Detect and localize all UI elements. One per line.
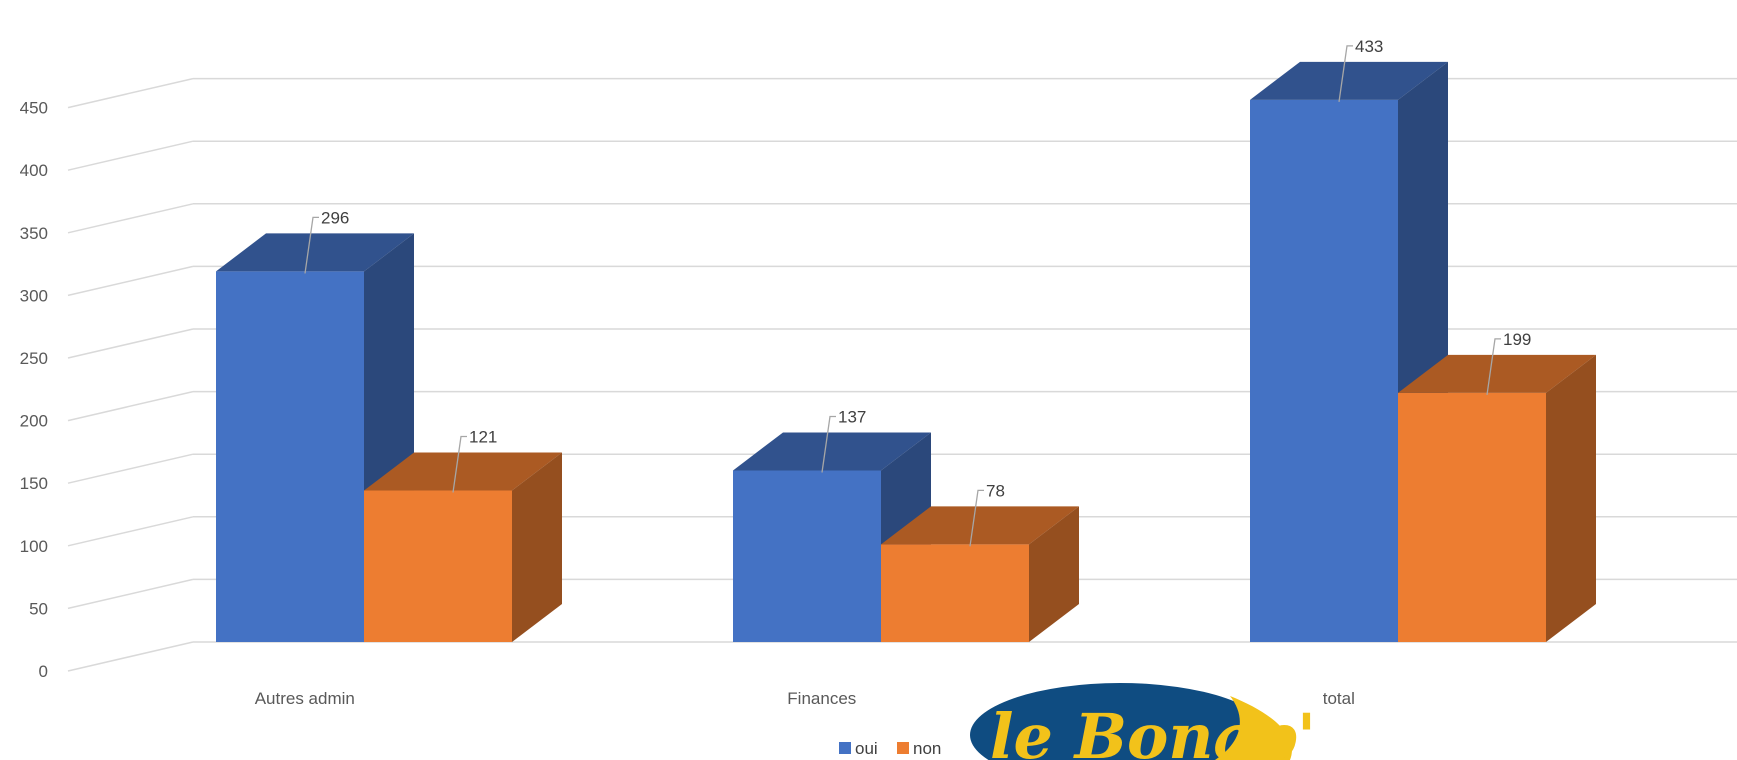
logo-swoosh <box>1215 696 1292 760</box>
bar-side <box>1029 506 1079 642</box>
bar-top <box>881 506 1079 545</box>
data-label-leader <box>821 415 836 473</box>
y-tick-label: 200 <box>20 412 48 431</box>
data-label-leader <box>1338 45 1353 102</box>
legend-label-oui: oui <box>855 739 878 758</box>
y-tick-label: 100 <box>20 537 48 556</box>
y-tick-label: 250 <box>20 349 48 368</box>
gridline-side <box>67 516 194 547</box>
data-label-leader <box>1486 338 1501 395</box>
bar-front <box>364 490 512 642</box>
gridline-side <box>67 578 194 610</box>
data-label-oui-2: 433 <box>1355 37 1383 56</box>
y-tick-label: 300 <box>20 286 48 305</box>
data-label-oui-1: 137 <box>838 407 866 426</box>
le-bonap-logo: le Bonap' <box>970 683 1316 760</box>
bar-top <box>1398 354 1596 393</box>
gridline-side <box>67 203 194 234</box>
bar-front <box>216 271 364 642</box>
data-label-oui-0: 296 <box>321 208 349 227</box>
y-axis-ticks: 0 50 100 150 200 250 300 350 400 450 <box>20 99 48 681</box>
category-label: total <box>1323 689 1355 708</box>
bar-front <box>733 470 881 642</box>
gridline-side <box>67 641 194 672</box>
data-label-non-2: 199 <box>1503 330 1531 349</box>
legend-label-non: non <box>913 739 941 758</box>
logo-text: le Bonap' <box>990 700 1316 760</box>
bars <box>216 61 1596 643</box>
bar-oui-1 <box>733 432 931 642</box>
data-label-non-1: 78 <box>986 481 1005 500</box>
category-label: Autres admin <box>255 689 355 708</box>
logo-oval <box>970 683 1270 760</box>
bar-non-1 <box>881 506 1079 642</box>
category-labels: Autres admin Finances total <box>255 689 1355 708</box>
gridline-side <box>67 328 194 359</box>
bar-top <box>733 432 931 471</box>
bar-front <box>1250 99 1398 642</box>
y-tick-label: 0 <box>39 662 48 681</box>
category-label: Finances <box>787 689 856 708</box>
bar-non-2 <box>1398 354 1596 642</box>
gridline-side <box>67 265 194 297</box>
gridline-side <box>67 390 194 422</box>
gridline-side <box>67 77 194 109</box>
bar-top <box>364 452 562 491</box>
y-tick-label: 450 <box>20 99 48 118</box>
y-tick-label: 150 <box>20 474 48 493</box>
data-label-leader <box>452 435 467 493</box>
data-label-non-0: 121 <box>469 428 497 447</box>
bar-front <box>881 544 1029 642</box>
y-tick-label: 400 <box>20 161 48 180</box>
y-tick-label: 50 <box>29 599 48 618</box>
bar-top <box>216 233 414 272</box>
bar-non-0 <box>364 452 562 642</box>
gridline-side <box>67 140 194 171</box>
data-labels: 296 121 137 78 433 199 <box>304 37 1531 547</box>
y-tick-label: 350 <box>20 224 48 243</box>
bar-top <box>1250 61 1448 100</box>
legend-swatch-oui <box>839 742 851 754</box>
bar-front <box>1398 392 1546 642</box>
legend: oui non <box>839 739 941 758</box>
bar-side <box>512 452 562 642</box>
legend-swatch-non <box>897 742 909 754</box>
data-label-leader <box>969 489 984 547</box>
data-label-leader <box>304 216 319 274</box>
bar-side <box>1546 354 1596 642</box>
gridline-side <box>67 453 194 484</box>
